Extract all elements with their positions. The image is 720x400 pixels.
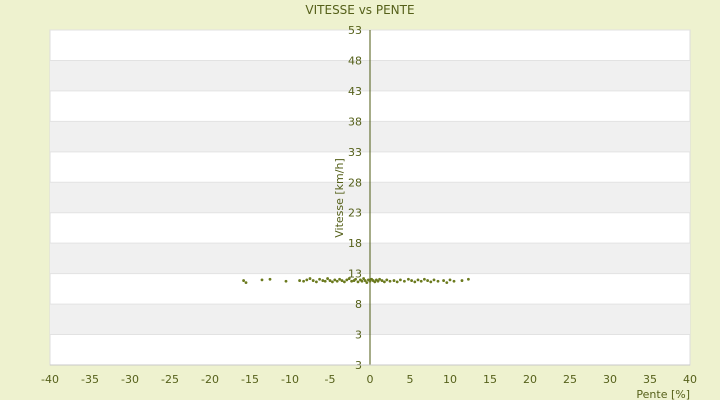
x-tick-label: -25 [161,373,179,386]
data-point [373,280,377,284]
data-point [432,278,436,282]
data-point [399,278,402,282]
x-tick-label: 10 [443,373,457,386]
x-tick-label: 30 [603,373,617,386]
y-tick-label: 48 [348,54,362,67]
x-tick-label: -40 [41,373,59,386]
y-tick-label: 33 [348,146,362,159]
data-point [343,280,346,284]
x-tick-label: -15 [241,373,259,386]
data-point [328,279,332,282]
data-point [452,279,456,283]
y-tick-label: 28 [348,176,362,189]
data-point [350,279,353,283]
y-tick-label: 13 [348,268,362,281]
data-point [268,277,272,281]
y-axis-label: Vitesse [km/h] [333,158,346,238]
data-point [426,279,429,282]
x-tick-label: -20 [201,373,219,386]
data-point [305,278,309,282]
data-point [460,279,464,282]
data-point [354,277,357,281]
data-point [308,277,312,280]
data-point [284,279,288,283]
data-point [392,279,396,282]
data-point [378,277,381,281]
x-tick-label: 35 [643,373,657,386]
data-point [467,277,470,281]
y-tick-label: 18 [348,237,362,250]
data-point [335,279,339,283]
data-point [448,278,452,282]
y-tick-label: 3 [355,329,362,342]
data-point [356,280,360,284]
x-tick-label: -35 [81,373,99,386]
x-tick-label: 20 [523,373,537,386]
data-point [347,277,351,280]
chart-title: VITESSE vs PENTE [305,3,414,17]
x-tick-label: 0 [367,373,374,386]
data-point [388,279,392,283]
data-point [321,279,325,282]
data-point [242,279,246,282]
x-tick-label: -5 [325,373,336,386]
data-points [242,277,470,284]
x-axis-label: Pente [%] [636,388,690,400]
data-point [323,279,327,283]
x-tick-label: 25 [563,373,577,386]
data-point [442,279,445,282]
data-point [407,277,410,281]
x-tick-label: 5 [407,373,414,386]
data-point [302,279,305,283]
x-tick-label: 15 [483,373,497,386]
data-point [345,278,349,282]
data-point [298,279,301,282]
axes [50,30,690,366]
data-point [436,279,440,283]
y-tick-labels: 534843383328231813833 [348,24,362,372]
y-tick-label: 8 [355,298,362,311]
data-point [380,279,384,282]
data-point [331,280,334,284]
data-point [416,278,420,282]
data-point [368,279,372,283]
data-point [413,280,417,284]
data-point [385,278,389,282]
data-point [244,281,248,284]
data-point [383,280,386,284]
data-point [376,279,380,283]
data-point [410,279,413,282]
data-point [311,279,315,282]
data-point [362,277,365,280]
data-point [445,281,449,284]
data-point [260,278,264,282]
data-point [363,279,367,282]
x-tick-labels: -40 -35 -30 -25 -20 -15 -10 -5 0 5 10 15 20 25 30 35 40 [41,373,697,386]
data-point [423,277,426,281]
data-point [315,280,318,284]
y-tick-label: 23 [348,207,362,220]
y-tick-label: 53 [348,24,362,37]
y-tick-label: 43 [348,85,362,98]
data-point [365,281,369,284]
data-point [403,279,406,283]
x-tick-label: 40 [683,373,697,386]
data-point [333,278,337,282]
data-point [419,279,423,283]
data-point [429,280,433,284]
data-point [395,280,399,284]
x-tick-label: -10 [281,373,299,386]
data-point [360,279,364,283]
data-point [318,277,321,281]
x-tick-label: -30 [121,373,139,386]
data-point [326,277,329,280]
data-point [340,279,344,282]
y-tick-label: 38 [348,115,362,128]
data-point [338,277,341,281]
